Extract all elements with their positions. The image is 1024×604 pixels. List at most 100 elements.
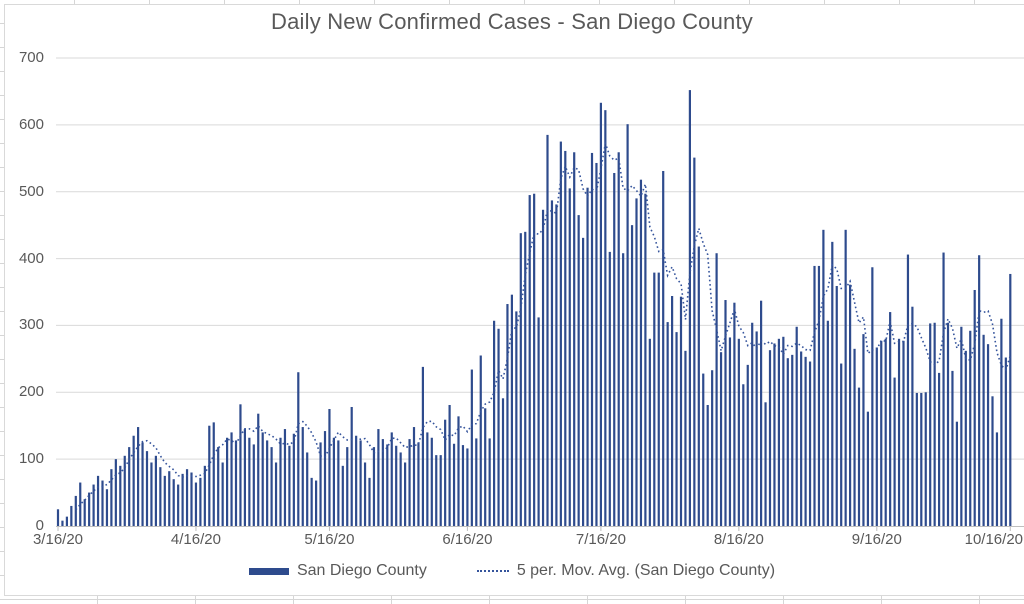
bar [132,435,135,526]
bar [822,229,825,526]
bar [83,499,86,526]
bar [359,440,362,526]
bar [208,425,211,526]
bar [978,255,981,527]
bar [862,334,865,526]
bar [679,296,683,526]
x-axis-tick-label: 9/16/20 [851,531,902,548]
bar [355,435,358,526]
bar [897,338,901,526]
bar [724,300,727,526]
bar [648,338,651,526]
bar [395,445,398,526]
bar [902,340,905,526]
y-axis-tick-label: 700 [18,49,44,66]
bar [301,427,304,526]
bar [105,489,109,526]
y-axis-tick-label: 500 [18,182,44,200]
bar [519,233,522,527]
bar [693,157,696,526]
bar [243,429,246,526]
bar [190,472,193,526]
bar [70,505,73,526]
bar [666,322,669,526]
bar [154,455,157,526]
bar [150,462,153,526]
bar [79,482,82,526]
bar [297,372,300,526]
bar [74,495,77,526]
bar [283,429,287,526]
bar [381,439,384,526]
bar [412,427,416,526]
bar [995,432,999,526]
bar [550,200,554,526]
bar [929,323,932,526]
y-axis-tick-label: 300 [18,316,44,334]
bar [292,433,295,526]
bar [915,392,918,526]
bar [123,455,126,526]
bar [466,448,469,526]
bar [871,267,874,526]
bar [310,477,313,526]
bar [599,102,602,526]
bar [328,409,331,526]
bar [506,304,509,526]
x-axis-tick-label: 10/16/20 [964,531,1023,548]
bar [840,363,843,526]
bar [194,482,198,526]
bar [239,404,242,526]
bar [906,254,910,526]
bar [332,437,335,526]
y-axis-tick-label: 600 [18,115,44,133]
chart-title: Daily New Confirmed Cases - San Diego Co… [271,9,753,34]
bar [911,306,914,526]
y-axis-tick-label: 400 [18,249,44,267]
bar [751,322,754,526]
bar [141,442,144,526]
bar [119,465,122,526]
bar [510,294,513,526]
bar [630,225,634,526]
bar [137,427,140,526]
bar [697,246,700,527]
bar [595,162,598,526]
bar [470,369,473,526]
legend-label-series: San Diego County [296,562,427,579]
bar [541,209,545,526]
bar [172,479,175,526]
legend-item-series: San Diego County [248,562,427,580]
bar [421,366,424,526]
bar [590,152,594,526]
bar [773,343,776,526]
bar [226,437,229,526]
bar [315,480,318,526]
bar [159,467,162,526]
bar [559,141,562,526]
bar [426,432,429,526]
bar [212,422,215,526]
bar [163,475,166,526]
bar [1009,273,1012,526]
bar [991,396,994,526]
bar [528,195,531,526]
bar [866,411,869,526]
bar [533,193,536,526]
bar [782,336,785,526]
bar [644,193,647,526]
bar [1000,318,1003,526]
bar [973,289,976,526]
bar [181,473,184,526]
bar [573,152,576,526]
bar [372,447,376,526]
bar [61,520,64,526]
bar [938,372,941,526]
bar [110,469,113,526]
bar [813,265,816,526]
legend-item-moving-average: 5 per. Mov. Avg. (San Diego County) [476,562,775,580]
bar [657,272,660,526]
bar [439,455,442,526]
bar [880,340,883,526]
x-axis-tick-label: 3/16/20 [32,531,84,548]
